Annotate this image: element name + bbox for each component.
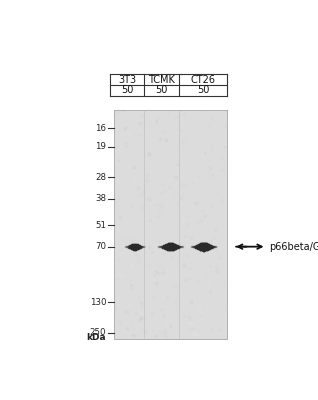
Text: 28: 28 [95,173,106,182]
Text: kDa: kDa [87,333,106,342]
Text: 50: 50 [121,85,134,95]
Text: 3T3: 3T3 [118,74,136,84]
Text: 250: 250 [90,328,106,338]
Text: 19: 19 [95,142,106,151]
Text: 16: 16 [95,124,106,132]
Text: 50: 50 [197,85,209,95]
Text: CT26: CT26 [190,74,216,84]
Text: 38: 38 [95,194,106,204]
Text: p66beta/GATAD2B: p66beta/GATAD2B [269,242,318,252]
Text: TCMK: TCMK [148,74,175,84]
Text: 130: 130 [90,298,106,306]
Text: 51: 51 [95,221,106,230]
Text: 70: 70 [95,242,106,251]
Bar [114,110,227,339]
Text: 50: 50 [156,85,168,95]
